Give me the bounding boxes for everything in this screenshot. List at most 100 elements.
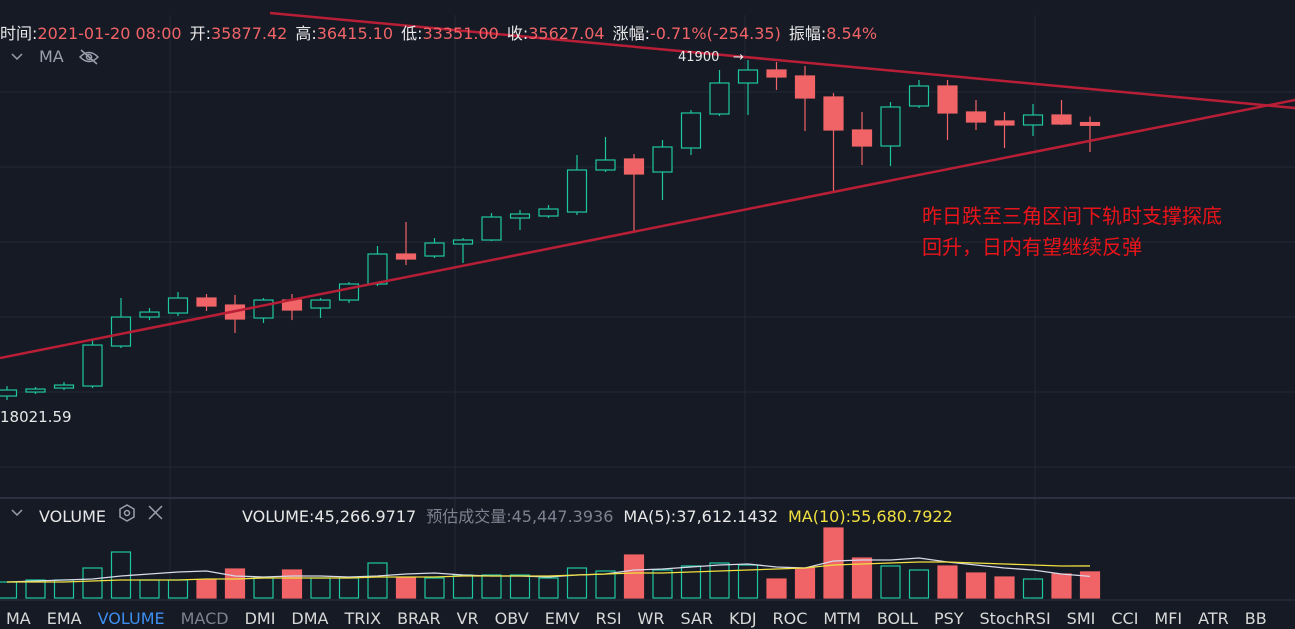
candle-body (395, 253, 417, 260)
low-label: 18021.59 (0, 408, 72, 426)
candle-body (1079, 121, 1101, 126)
candle-body (310, 299, 331, 309)
legend-value: 45,447.3936 (511, 507, 614, 526)
volume-title: VOLUME (39, 507, 106, 526)
indicator-tab[interactable]: VOLUME (97, 609, 165, 628)
indicator-tab[interactable]: EMV (544, 609, 580, 628)
candle-body (253, 299, 274, 319)
candle-body (709, 82, 730, 115)
indicator-tab[interactable]: ROC (772, 609, 808, 628)
candle-body (1022, 114, 1044, 126)
info-value: 36415.10 (316, 24, 394, 43)
indicator-tab[interactable]: MTM (823, 609, 861, 628)
indicator-tab[interactable]: MA (6, 609, 31, 628)
annotation: 昨日跌至三角区间下轨时支撑探底 (922, 204, 1222, 228)
close-icon[interactable] (148, 505, 163, 520)
candle-body (908, 85, 930, 107)
info-label: 时间: (0, 24, 38, 43)
volume-bar (994, 576, 1015, 599)
volume-bar (395, 577, 417, 599)
volume-bar (82, 567, 103, 599)
candle-body (737, 69, 759, 84)
indicator-tab[interactable]: CCI (1111, 609, 1139, 628)
high-arrow: → (733, 50, 744, 65)
indicator-tab[interactable]: KDJ (729, 609, 757, 628)
legend-label: VOLUME: (242, 507, 315, 526)
candle-body (794, 75, 816, 99)
indicator-tab[interactable]: OBV (494, 609, 529, 628)
candle-body (509, 213, 531, 219)
candle-body (196, 297, 217, 307)
legend-label: 预估成交量: (426, 507, 512, 526)
candle-body (937, 85, 958, 114)
legend-label: MA(10): (788, 507, 851, 526)
candle-body (1051, 114, 1072, 125)
info-label: 涨幅: (612, 24, 650, 43)
ma10-line (7, 561, 1091, 583)
indicator-tab[interactable]: SMI (1066, 609, 1096, 628)
volume-bar (652, 569, 673, 599)
indicator-tab[interactable]: EMA (46, 609, 82, 628)
settings-icon[interactable] (119, 504, 135, 522)
volume-bar (167, 579, 189, 599)
indicator-tab[interactable]: WR (637, 609, 665, 628)
volume-bar (424, 577, 445, 599)
indicator-name: MA (39, 47, 64, 66)
indicator-tab[interactable]: MACD (180, 609, 229, 628)
collapse-icon[interactable] (11, 53, 23, 61)
info-value: 8.54% (826, 24, 878, 43)
volume-bar (281, 569, 303, 599)
indicator-tab[interactable]: BB (1244, 609, 1267, 628)
indicator-tab[interactable]: MFI (1154, 609, 1183, 628)
hide-icon[interactable] (78, 49, 100, 65)
volume-bar (880, 565, 901, 599)
candle-body (25, 388, 46, 393)
volume-bar (452, 574, 474, 599)
info-value: 2021-01-20 08:00 (37, 24, 182, 43)
info-value: 35627.04 (528, 24, 605, 43)
candle-body (481, 216, 502, 241)
indicator-tab[interactable]: PSY (933, 609, 964, 628)
volume-bar (1079, 571, 1101, 599)
indicator-tab[interactable]: TRIX (344, 609, 382, 628)
info-value: 33351.00 (422, 24, 499, 43)
volume-bar (766, 578, 787, 599)
volume-bar (595, 570, 616, 599)
volume-bar (965, 572, 987, 599)
indicator-tab[interactable]: BOLL (876, 609, 918, 628)
volume-bar (709, 562, 730, 599)
volume-legend: VOLUME VOLUME:45,266.9717 预估成交量:45,447.393… (39, 503, 963, 527)
candle-body (82, 344, 103, 387)
indicator-tab[interactable]: StochRSI (979, 609, 1051, 628)
candle-body (965, 111, 987, 123)
indicator-tab[interactable]: SAR (680, 609, 713, 628)
volume-bar (481, 574, 502, 599)
candle-body (880, 106, 901, 147)
indicator-tab[interactable]: VR (456, 609, 479, 628)
candle-body (566, 169, 588, 213)
candle-body (652, 146, 673, 173)
collapse-icon[interactable] (11, 509, 23, 517)
candle-body (139, 311, 160, 318)
indicator-tab[interactable]: BRAR (397, 609, 441, 628)
volume-bar (737, 564, 759, 599)
info-label: 低: (401, 24, 423, 43)
info-label: 高: (295, 24, 317, 43)
volume-bar (794, 567, 816, 599)
volume-bar (623, 554, 645, 599)
info-label: 开: (189, 24, 211, 43)
indicator-tab[interactable]: ATR (1198, 609, 1229, 628)
grid (0, 15, 1295, 600)
info-label: 振幅: (788, 24, 827, 43)
volume-bar (538, 577, 559, 599)
volume-bar (53, 579, 75, 599)
indicator-tab[interactable]: DMI (244, 609, 276, 628)
trend-line (0, 98, 1295, 360)
indicator-tab[interactable]: DMA (291, 609, 329, 628)
info-label: 收: (506, 24, 529, 43)
volume-bar (0, 581, 18, 599)
indicator-tab[interactable]: RSI (595, 609, 622, 628)
candle-body (367, 253, 388, 285)
volume-bar (937, 565, 958, 599)
